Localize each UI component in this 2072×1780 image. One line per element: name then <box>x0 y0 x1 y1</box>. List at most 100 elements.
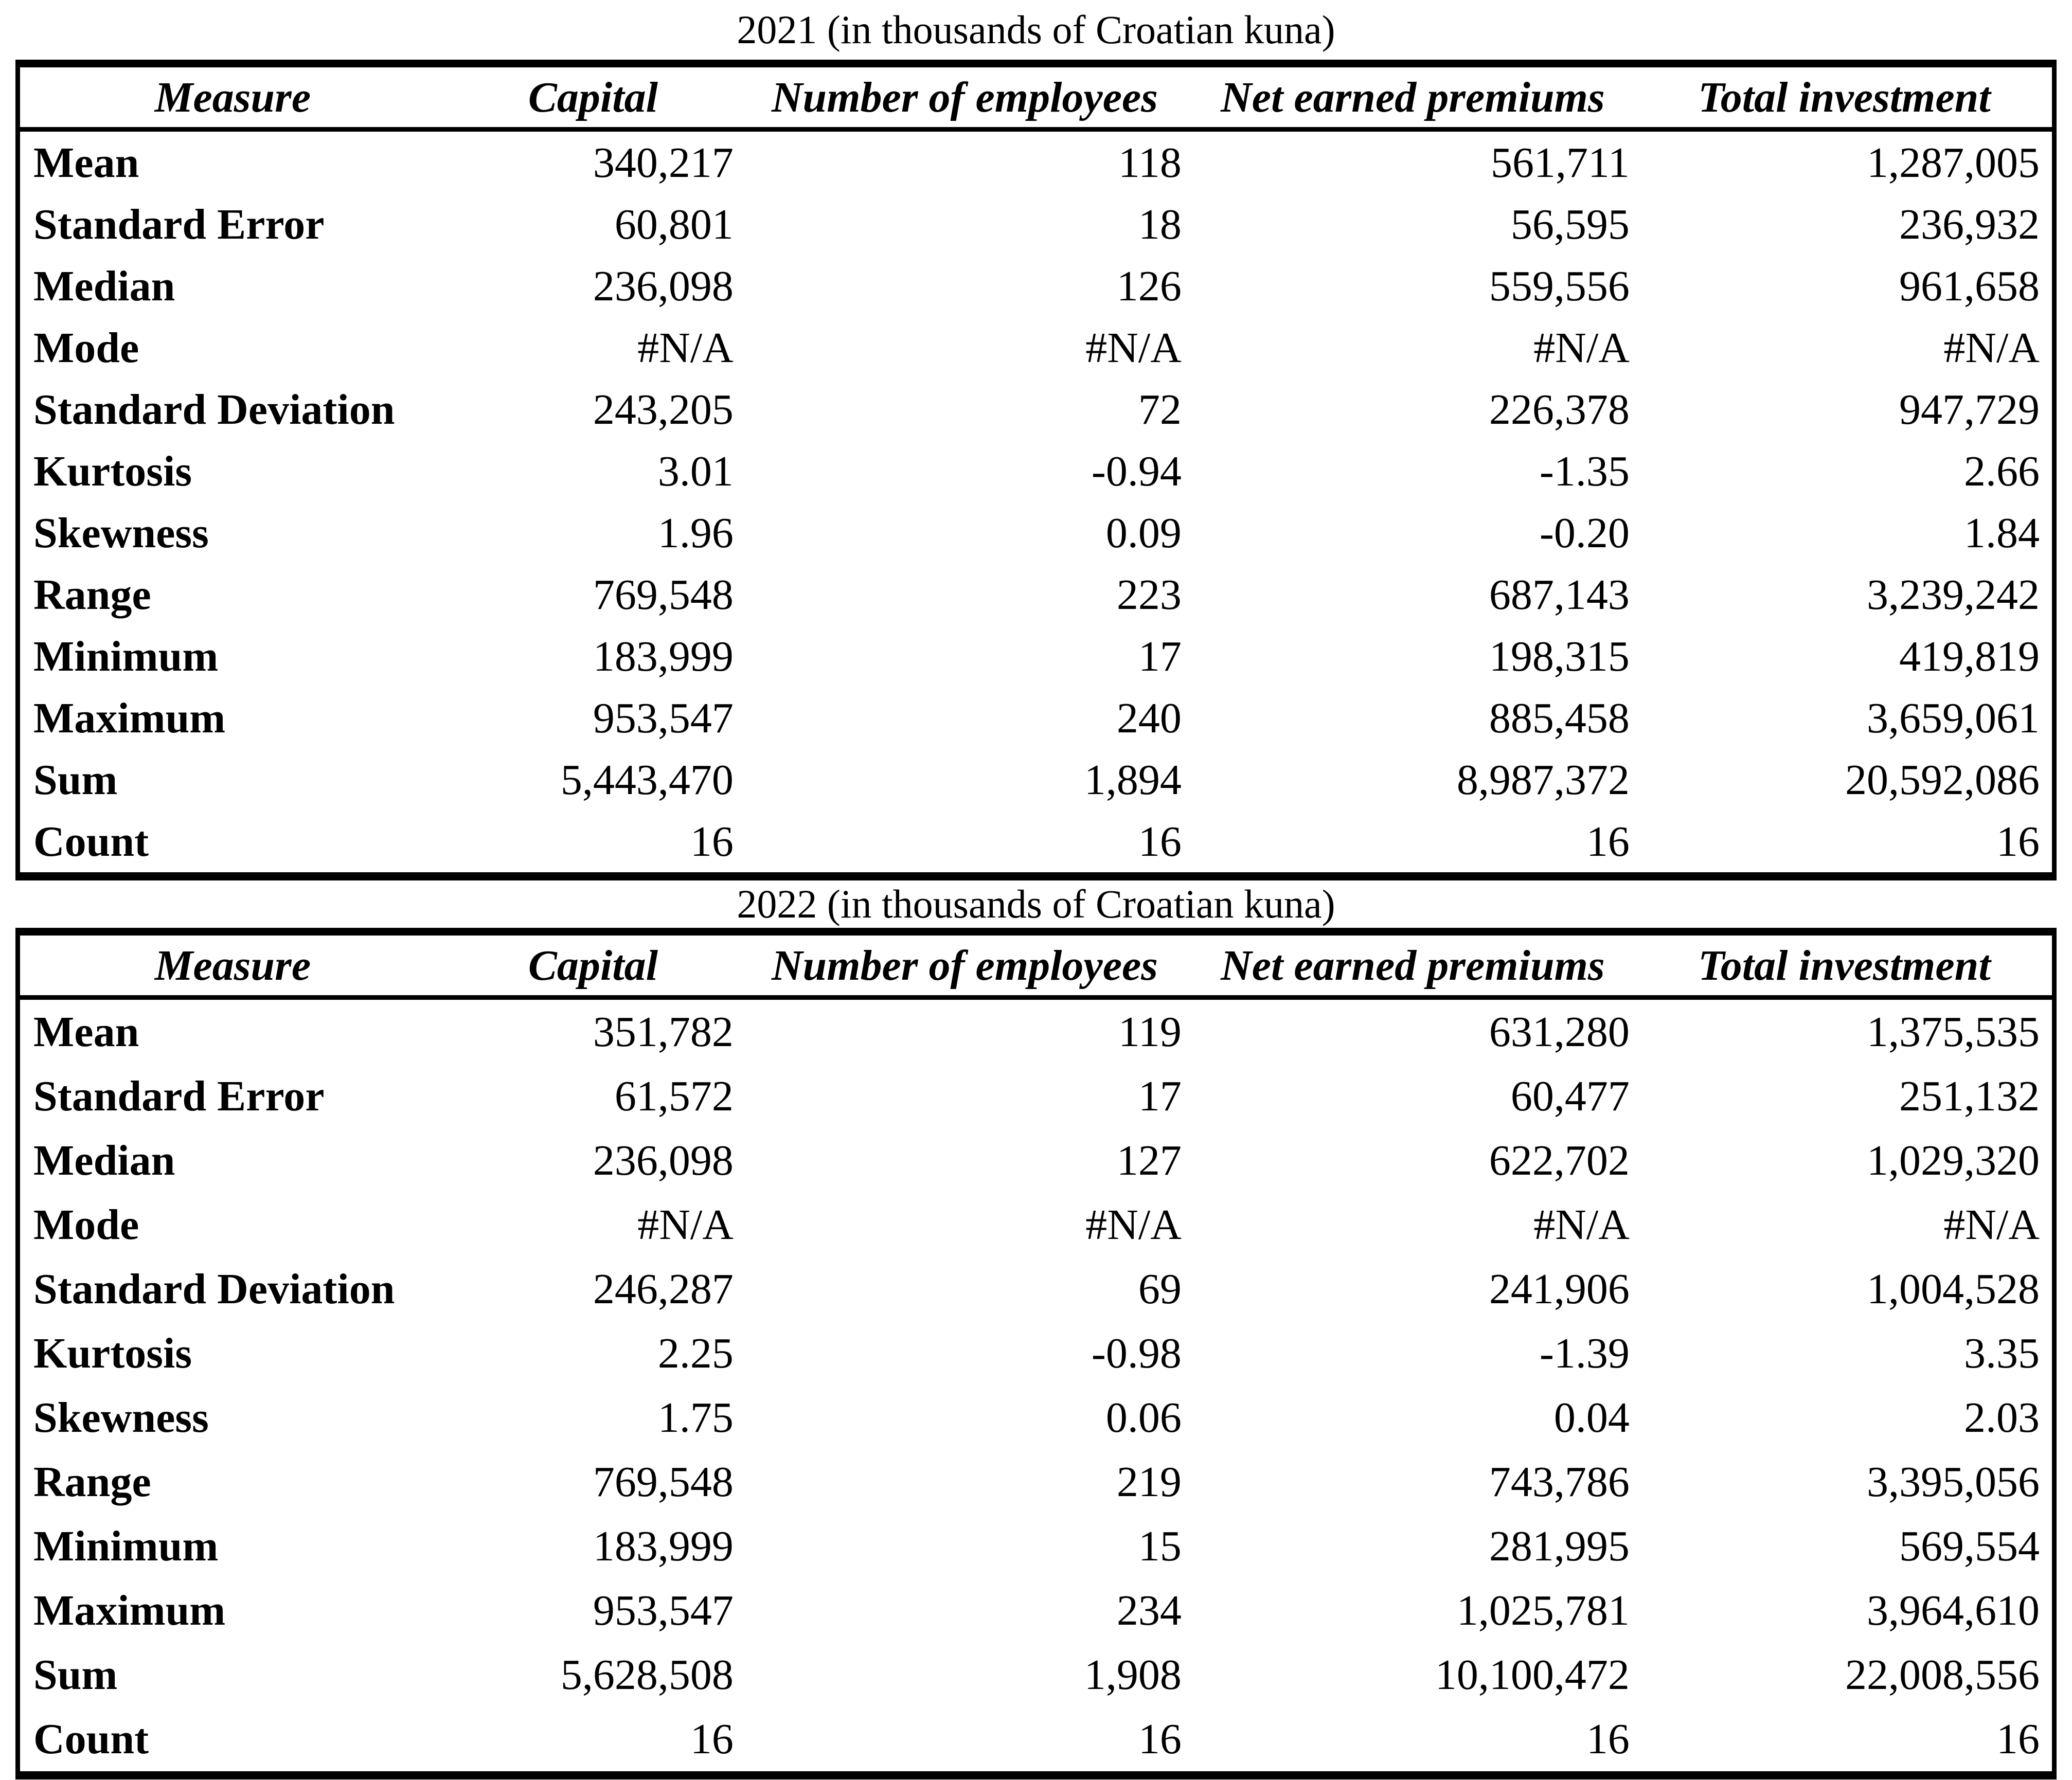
value-cell: 17 <box>1138 632 1182 680</box>
measure-label: Mode <box>33 323 139 372</box>
table-row: Count 16 16 16 16 <box>18 811 2055 876</box>
value-cell: -0.98 <box>1091 1329 1182 1377</box>
value-cell: #N/A <box>1943 323 2040 372</box>
table-2022-body: Mean 351,782 119 631,280 1,375,535 Standard E… <box>18 998 2055 1776</box>
value-cell: 769,548 <box>593 1458 734 1506</box>
header-row: Measure Capital Number of employees Net … <box>17 931 2055 1000</box>
value-cell: 1.84 <box>1964 509 2040 557</box>
value-cell: 885,458 <box>1489 694 1630 742</box>
value-cell: 0.09 <box>1105 509 1182 557</box>
value-cell: 226,378 <box>1489 385 1630 434</box>
measure-label: Count <box>33 1715 149 1763</box>
value-cell: 3,239,242 <box>1867 570 2040 619</box>
table-row: Range 769,548 219 743,786 3,395,056 <box>18 1450 2055 1514</box>
value-cell: 3,659,061 <box>1867 694 2040 742</box>
measure-label: Minimum <box>33 632 219 680</box>
value-cell: 119 <box>1118 1008 1182 1056</box>
value-cell: 1,375,535 <box>1867 1008 2040 1056</box>
value-cell: 1,287,005 <box>1867 138 2040 187</box>
value-cell: 961,658 <box>1899 262 2040 310</box>
value-cell: 743,786 <box>1489 1458 1630 1506</box>
value-cell: 1,004,528 <box>1867 1265 2040 1313</box>
table-row: Mode #N/A #N/A #N/A #N/A <box>18 1193 2055 1257</box>
measure-label: Kurtosis <box>33 447 192 495</box>
value-cell: 127 <box>1116 1137 1182 1184</box>
value-cell: #N/A <box>637 323 734 372</box>
measure-label: Mean <box>33 138 139 187</box>
table-row: Maximum 953,547 234 1,025,781 3,964,610 <box>18 1578 2055 1643</box>
value-cell: 16 <box>1996 817 2040 866</box>
table-row: Maximum 953,547 240 885,458 3,659,061 <box>18 687 2055 749</box>
value-cell: 0.06 <box>1105 1394 1182 1442</box>
value-cell: 3.35 <box>1964 1329 2040 1377</box>
value-cell: -1.39 <box>1539 1329 1630 1377</box>
value-cell: 236,932 <box>1899 200 2040 248</box>
value-cell: 5,628,508 <box>560 1651 734 1699</box>
value-cell: 0.04 <box>1553 1394 1630 1442</box>
value-cell: 340,217 <box>593 138 734 187</box>
table-2021-title: 2021 (in thousands of Croatian kuna) <box>737 7 1335 52</box>
table-row: Range 769,548 223 687,143 3,239,242 <box>18 564 2055 625</box>
table-row: Mean 351,782 119 631,280 1,375,535 <box>18 998 2055 1065</box>
value-cell: 246,287 <box>593 1265 734 1313</box>
value-cell: 561,711 <box>1490 138 1630 187</box>
column-header-total-investment: Total investment <box>1636 63 2055 132</box>
value-cell: 622,702 <box>1489 1137 1630 1184</box>
value-cell: 953,547 <box>593 694 734 742</box>
table-row: Mean 340,217 118 561,711 1,287,005 <box>18 130 2055 194</box>
value-cell: 22,008,556 <box>1845 1651 2040 1699</box>
value-cell: 20,592,086 <box>1845 756 2040 804</box>
column-header-number-of-employees: Number of employees <box>740 931 1189 1000</box>
table-row: Kurtosis 2.25 -0.98 -1.39 3.35 <box>18 1321 2055 1386</box>
value-cell: 126 <box>1116 262 1182 310</box>
value-cell: 240 <box>1116 694 1182 742</box>
value-cell: 241,906 <box>1489 1265 1630 1313</box>
column-header-measure: Measure <box>17 63 445 132</box>
table-row: Standard Error 61,572 17 60,477 251,132 <box>18 1064 2055 1128</box>
value-cell: #N/A <box>1085 1201 1182 1249</box>
column-header-number-of-employees: Number of employees <box>740 63 1189 132</box>
value-cell: 251,132 <box>1899 1072 2040 1120</box>
table-row: Median 236,098 127 622,702 1,029,320 <box>18 1128 2055 1193</box>
value-cell: 687,143 <box>1489 570 1630 619</box>
value-cell: 3,395,056 <box>1867 1458 2040 1506</box>
table-row: Median 236,098 126 559,556 961,658 <box>18 255 2055 317</box>
column-header-net-earned-premiums: Net earned premiums <box>1188 931 1637 1000</box>
table-row: Sum 5,628,508 1,908 10,100,472 22,008,556 <box>18 1643 2055 1707</box>
value-cell: 3.01 <box>657 447 734 495</box>
column-header-net-earned-premiums: Net earned premiums <box>1188 63 1637 132</box>
table-row: Standard Error 60,801 18 56,595 236,932 <box>18 193 2055 255</box>
value-cell: 947,729 <box>1899 385 2040 434</box>
value-cell: -1.35 <box>1539 447 1630 495</box>
value-cell: 16 <box>1138 817 1182 866</box>
value-cell: 569,554 <box>1899 1522 2040 1570</box>
table-row: Mode #N/A #N/A #N/A #N/A <box>18 317 2055 379</box>
value-cell: #N/A <box>1085 323 1182 372</box>
table-row: Skewness 1.96 0.09 -0.20 1.84 <box>18 502 2055 564</box>
value-cell: 559,556 <box>1489 262 1630 310</box>
table-2022-descriptive-statistics: Measure Capital Number of employees Net … <box>15 928 2057 1779</box>
value-cell: 1,908 <box>1084 1651 1182 1699</box>
measure-label: Maximum <box>33 1587 226 1634</box>
table-2021-header: Measure Capital Number of employees Net … <box>17 63 2055 132</box>
value-cell: 198,315 <box>1489 632 1630 680</box>
value-cell: 16 <box>1586 817 1630 866</box>
table-row: Minimum 183,999 15 281,995 569,554 <box>18 1514 2055 1578</box>
measure-label: Mode <box>33 1201 139 1249</box>
value-cell: 183,999 <box>593 1522 734 1570</box>
value-cell: 236,098 <box>593 262 734 310</box>
value-cell: 60,801 <box>614 200 734 248</box>
table-row: Standard Deviation 243,205 72 226,378 947,72… <box>18 379 2055 440</box>
value-cell: 223 <box>1116 570 1182 619</box>
value-cell: #N/A <box>1533 1201 1630 1249</box>
measure-label: Sum <box>33 756 118 804</box>
table-2022-title: 2022 (in thousands of Croatian kuna) <box>737 882 1335 926</box>
value-cell: #N/A <box>1533 323 1630 372</box>
value-cell: 769,548 <box>593 570 734 619</box>
measure-label: Minimum <box>33 1522 219 1570</box>
value-cell: 10,100,472 <box>1435 1651 1630 1699</box>
measure-label: Standard Error <box>33 200 325 248</box>
value-cell: 1,894 <box>1084 756 1182 804</box>
measure-label: Count <box>33 817 149 866</box>
